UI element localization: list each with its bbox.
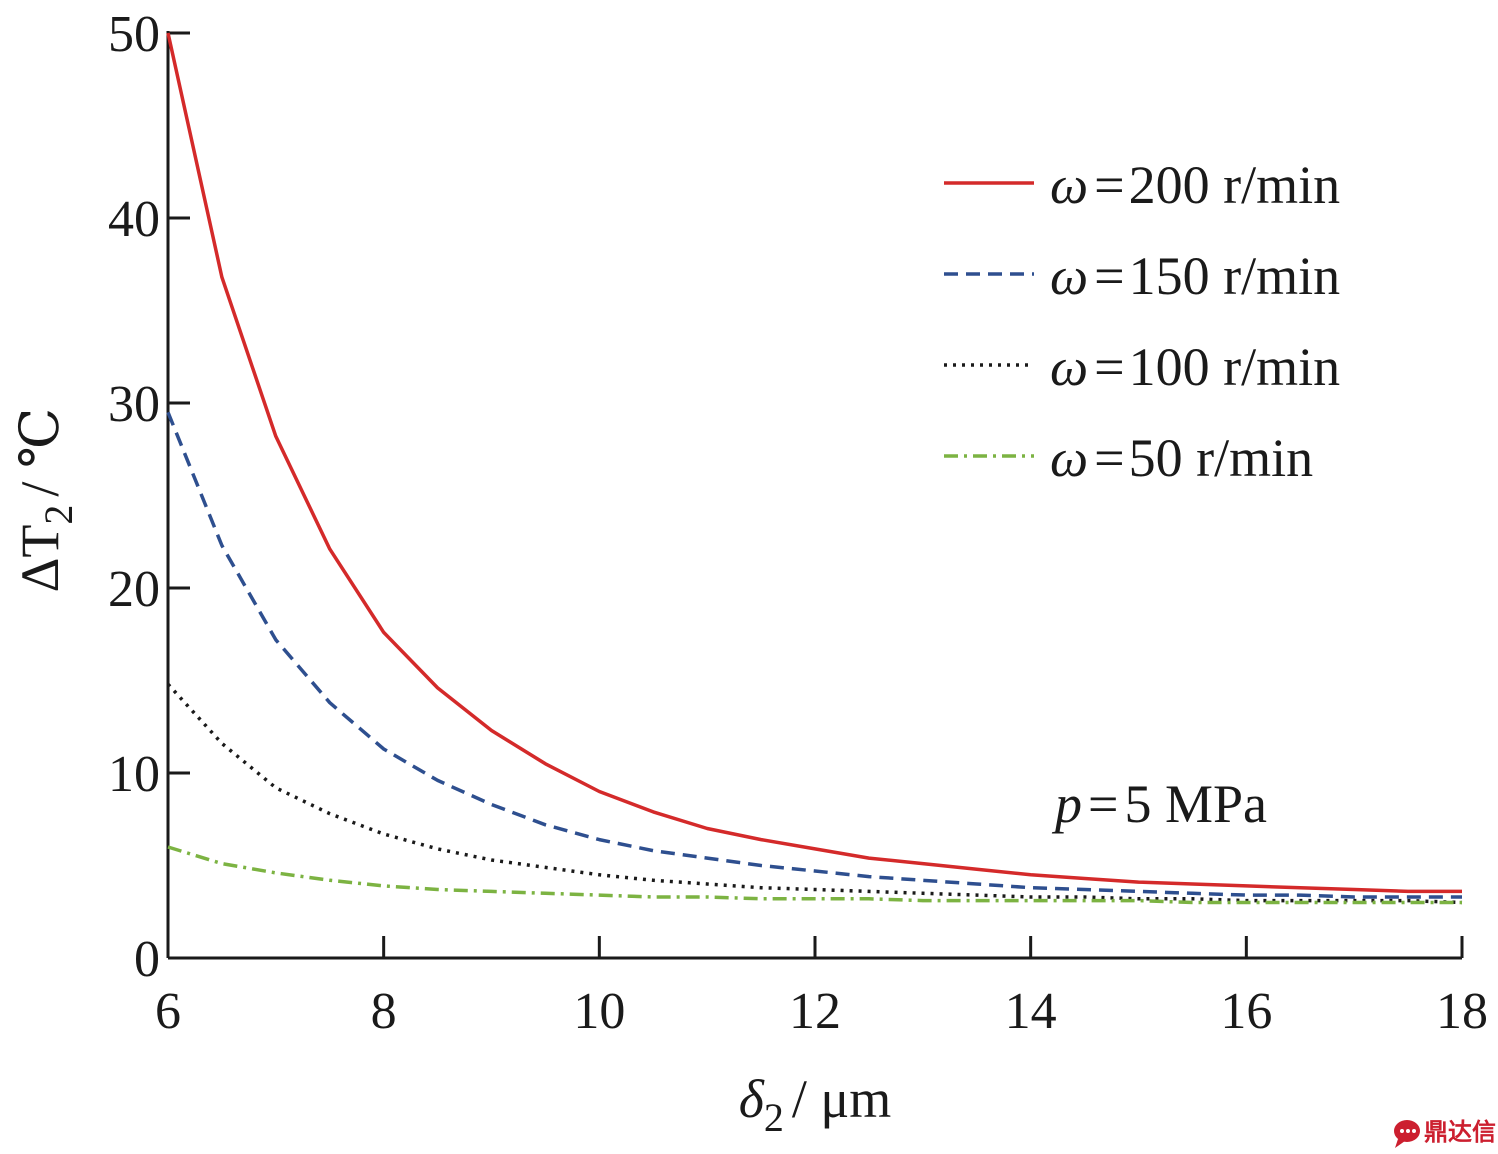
watermark: 鼎达信: [1394, 1118, 1496, 1148]
chat-bubble-icon: [1394, 1120, 1420, 1148]
y-tick-label: 30: [108, 376, 160, 433]
series-line: [167, 845, 1462, 905]
y-axis-title: ΔT2/ ℃: [10, 408, 81, 593]
series-line: [166, 683, 1463, 905]
x-tick-label: 8: [371, 983, 397, 1040]
x-tick-label: 14: [1005, 983, 1057, 1040]
legend: ω =200 r/min ω =150 r/min ω =100 r/min ω =50 r/…: [944, 155, 1340, 488]
legend-label: ω =100 r/min: [1050, 337, 1340, 397]
watermark-text: 鼎达信: [1424, 1118, 1496, 1146]
series-line: [166, 32, 1462, 894]
series-layer: [166, 32, 1463, 905]
y-tick-label: 20: [108, 561, 160, 618]
x-tick-label: 18: [1436, 983, 1488, 1040]
x-tick-label: 16: [1220, 983, 1272, 1040]
x-tick-label: 12: [789, 983, 841, 1040]
axes: 6 8 10 12 14 16 18 0 10 20 30 40 50: [108, 6, 1488, 1040]
y-tick-label: 50: [108, 6, 160, 63]
legend-label: ω =50 r/min: [1050, 428, 1313, 488]
y-tick-label: 10: [108, 746, 160, 803]
y-tick-label: 0: [134, 931, 160, 988]
legend-label: ω =200 r/min: [1050, 155, 1340, 215]
x-axis-title: δ2/ μm: [739, 1069, 892, 1140]
series-line: [166, 411, 1462, 899]
pressure-annotation: p = 5 MPa: [1051, 774, 1267, 834]
x-tick-label: 10: [573, 983, 625, 1040]
legend-label: ω =150 r/min: [1050, 246, 1340, 306]
y-tick-label: 40: [108, 191, 160, 248]
x-tick-label: 6: [155, 983, 181, 1040]
